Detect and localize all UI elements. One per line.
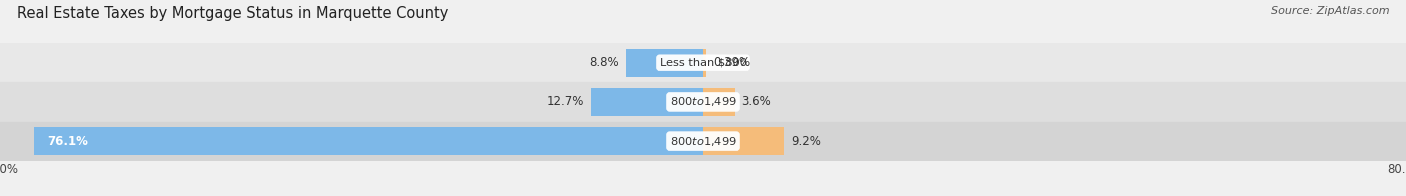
Text: $800 to $1,499: $800 to $1,499	[669, 95, 737, 108]
Text: Less than $800: Less than $800	[659, 58, 747, 68]
Text: 8.8%: 8.8%	[589, 56, 619, 69]
Text: Source: ZipAtlas.com: Source: ZipAtlas.com	[1271, 6, 1389, 16]
Bar	[0, 82, 1406, 122]
Bar	[703, 49, 706, 77]
Text: 3.6%: 3.6%	[742, 95, 772, 108]
Bar	[703, 88, 734, 116]
Text: 76.1%: 76.1%	[48, 135, 89, 148]
Text: $800 to $1,499: $800 to $1,499	[669, 135, 737, 148]
Text: 0.39%: 0.39%	[713, 56, 751, 69]
Bar	[34, 127, 703, 155]
Bar	[0, 43, 1406, 82]
Text: 12.7%: 12.7%	[547, 95, 585, 108]
Bar	[626, 49, 703, 77]
Bar	[0, 122, 1406, 161]
Bar	[703, 127, 785, 155]
Text: Real Estate Taxes by Mortgage Status in Marquette County: Real Estate Taxes by Mortgage Status in …	[17, 6, 449, 21]
Text: 9.2%: 9.2%	[790, 135, 821, 148]
Bar	[592, 88, 703, 116]
